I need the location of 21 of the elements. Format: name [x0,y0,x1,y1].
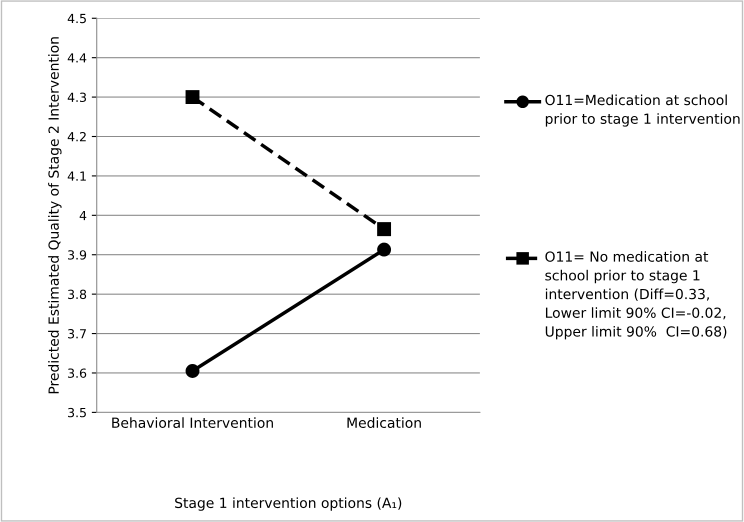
y-tick-label: 4.2 [68,132,86,142]
y-tick-label: 3.9 [68,250,86,260]
point [377,242,392,257]
y-axis-title: Predicted Estimated Quality of Stage 2 Intervention [48,37,62,394]
x-tick-label: Medication [347,417,421,428]
point [186,364,200,378]
y-tick-label: 3.7 [68,329,86,338]
point [186,90,200,104]
point [377,222,392,236]
legend-label: O11=Medication at school prior to stage 1 intervention [545,94,740,127]
y-tick-label: 3.6 [68,368,86,378]
y-tick-label: 4 [80,210,86,220]
y-tick-label: 4.3 [68,92,86,102]
legend-label: O11= No medication at school prior to stage 1 intervention (Diff=0.33, Lower limit 90% CI=-0.02, Upper limit 90% CI=0.68) [545,251,726,340]
y-tick-label: 4.5 [68,14,86,24]
y-tick-label: 3.8 [68,290,86,300]
y-tick-label: 3.5 [68,408,86,418]
y-tick-label: 4.4 [68,53,86,62]
x-axis-title: Stage 1 intervention options (A₁) [175,497,402,511]
x-tick-label: Behavioral Intervention [112,417,273,428]
y-tick-label: 4.1 [68,172,86,181]
